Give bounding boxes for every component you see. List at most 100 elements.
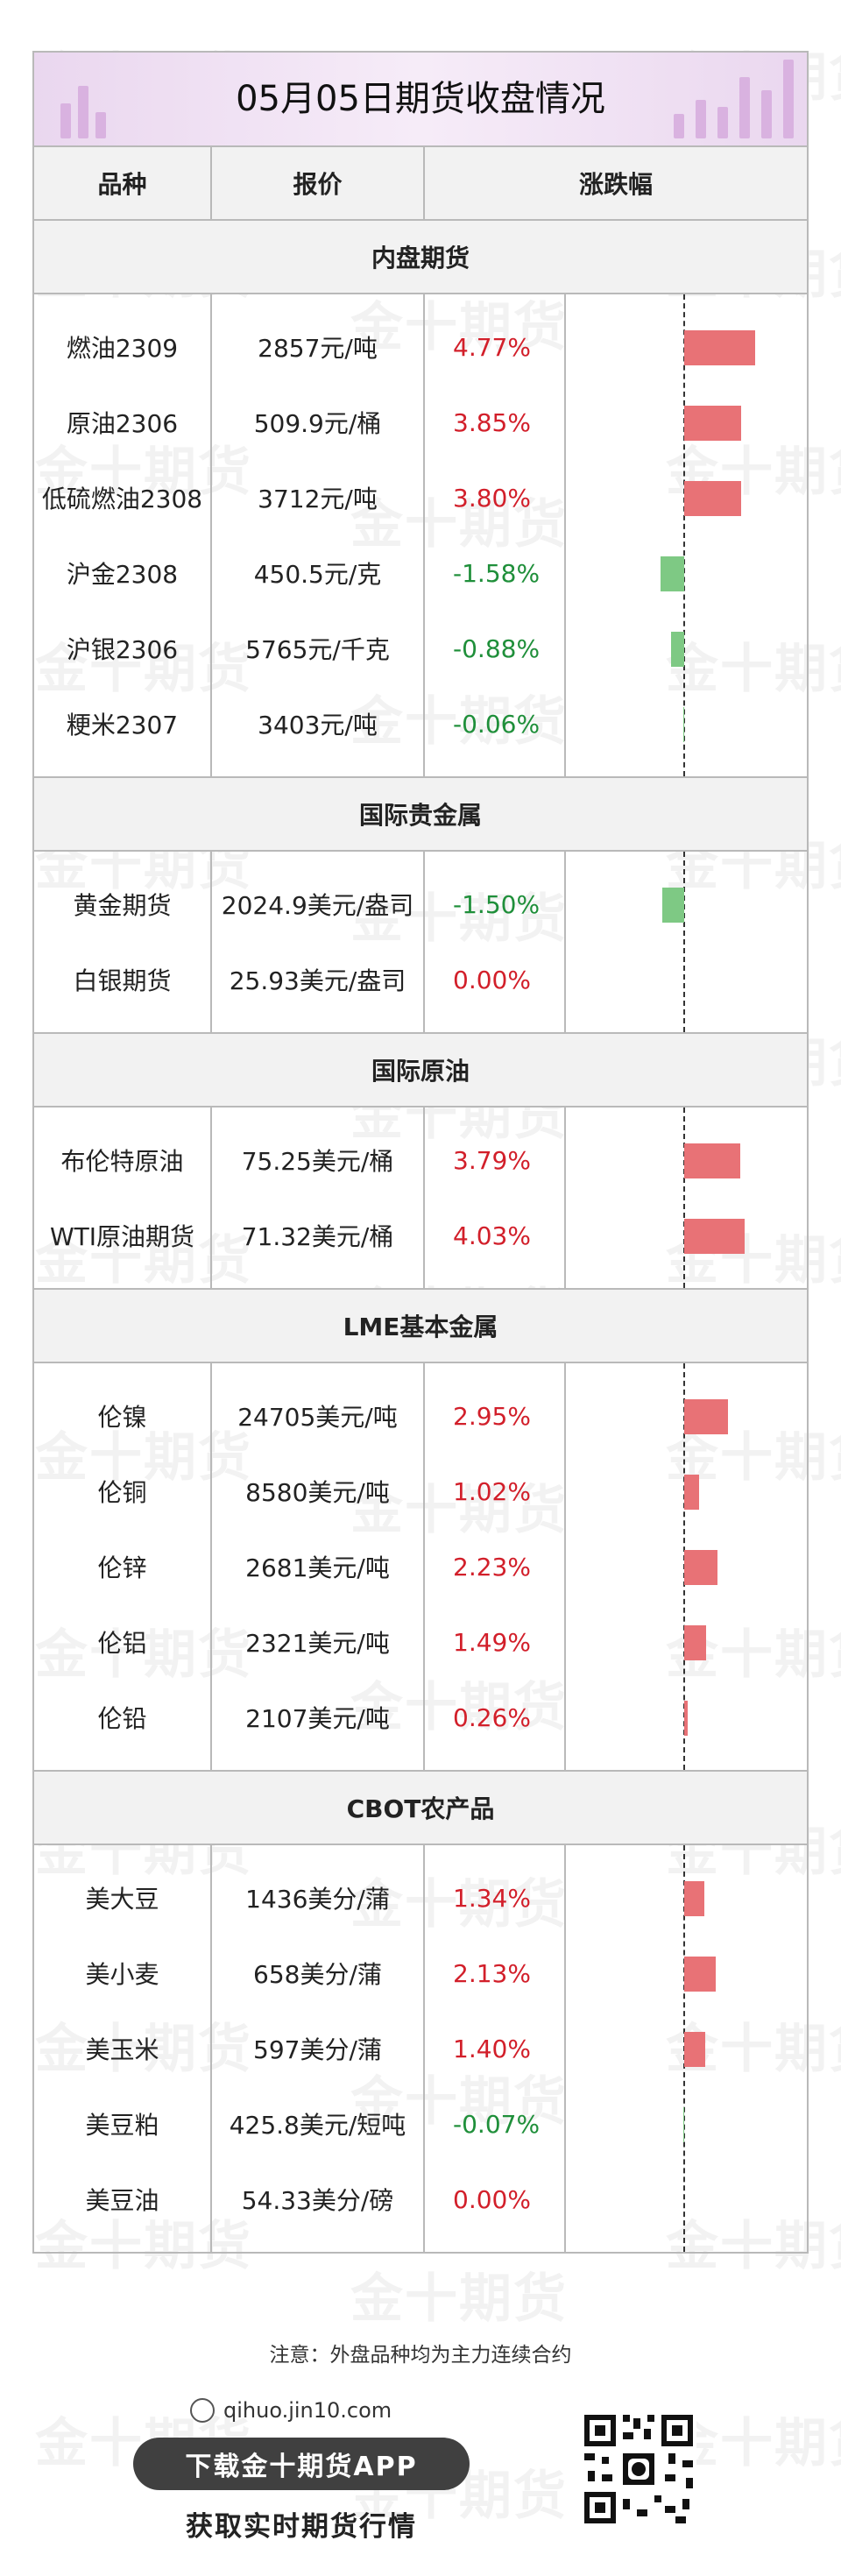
- price-value: 2857元/吨: [258, 334, 378, 363]
- price-value: 1436美分/蒲: [245, 1885, 390, 1914]
- variety-name: 伦铝: [97, 1629, 147, 1658]
- change-bar: [684, 1550, 717, 1585]
- change-bar: [684, 1701, 689, 1736]
- bar-column: [566, 1108, 807, 1288]
- price-value: 2024.9美元/盎司: [221, 891, 414, 920]
- section-body: 伦镍 伦铜 伦锌 伦铝 伦铅 24705美元/吨 8580美元/吨 2681美元/吨 2321美…: [34, 1363, 807, 1772]
- section-title: 内盘期货: [34, 221, 807, 294]
- bar-row: [566, 1122, 807, 1198]
- variety-name: 伦铅: [97, 1704, 147, 1733]
- variety-name: 原油2306: [66, 409, 179, 438]
- bar-row: [566, 1529, 807, 1604]
- bar-row: [566, 1454, 807, 1529]
- change-column: 4.77% 3.85% 3.80% -1.58% -0.88% -0.06%: [425, 294, 566, 776]
- variety-name: 伦镍: [97, 1403, 147, 1432]
- bar-row: [566, 460, 807, 535]
- variety-name: 美豆粕: [85, 2111, 159, 2140]
- variety-name: 白银期货: [73, 966, 172, 995]
- price-column: 2857元/吨 509.9元/桶 3712元/吨 450.5元/克 5765元/千克 34…: [212, 294, 425, 776]
- qr-code-icon: [581, 2411, 696, 2527]
- variety-column: 黄金期货 白银期货: [34, 852, 212, 1032]
- change-value: -0.88%: [453, 633, 541, 663]
- download-app-button[interactable]: 下载金十期货APP: [133, 2438, 470, 2490]
- price-column: 1436美分/蒲 658美分/蒲 597美分/蒲 425.8美元/短吨 54.33美分/…: [212, 1845, 425, 2252]
- change-bar: [682, 2107, 684, 2142]
- price-value: 54.33美分/磅: [241, 2186, 394, 2215]
- change-column: -1.50% 0.00%: [425, 852, 566, 1032]
- zero-line: [683, 852, 685, 1032]
- price-column: 24705美元/吨 8580美元/吨 2681美元/吨 2321美元/吨 2107美元/…: [212, 1363, 425, 1770]
- change-value: 1.34%: [453, 1883, 531, 1913]
- change-bar: [684, 1625, 707, 1660]
- variety-name: 布伦特原油: [60, 1147, 184, 1176]
- bar-row: [566, 867, 807, 942]
- site-link[interactable]: qihuo.jin10.com: [190, 2398, 392, 2423]
- variety-name: 美小麦: [85, 1960, 159, 1989]
- variety-name: 粳米2307: [66, 711, 179, 740]
- title-bar: 05月05日期货收盘情况: [34, 53, 807, 147]
- change-value: 0.00%: [453, 965, 531, 994]
- change-bar: [684, 2032, 705, 2067]
- bar-row: [566, 686, 807, 761]
- footer-note: 注意：外盘品种均为主力连续合约: [269, 2344, 572, 2367]
- change-bar: [684, 330, 756, 365]
- change-bar: [682, 707, 684, 742]
- bar-row: [566, 942, 807, 1017]
- change-value: 1.02%: [453, 1476, 531, 1506]
- variety-column: 美大豆 美小麦 美玉米 美豆粕 美豆油: [34, 1845, 212, 2252]
- price-value: 3712元/吨: [258, 485, 378, 513]
- change-value: 1.40%: [453, 2034, 531, 2063]
- section-body: 布伦特原油 WTI原油期货 75.25美元/桶 71.32美元/桶 3.79% 4.03%: [34, 1108, 807, 1290]
- price-value: 2321美元/吨: [245, 1629, 390, 1658]
- price-value: 658美分/蒲: [253, 1960, 382, 1989]
- section-title: LME基本金属: [34, 1290, 807, 1363]
- change-column: 1.34% 2.13% 1.40% -0.07% 0.00%: [425, 1845, 566, 2252]
- section-title: 国际贵金属: [34, 778, 807, 852]
- price-value: 425.8美元/短吨: [229, 2111, 406, 2140]
- change-value: 2.23%: [453, 1552, 531, 1582]
- header-variety: 品种: [34, 147, 212, 219]
- price-value: 509.9元/桶: [253, 409, 382, 438]
- bar-column: [566, 294, 807, 776]
- bar-column: [566, 1845, 807, 2252]
- bar-row: [566, 1860, 807, 1936]
- change-column: 3.79% 4.03%: [425, 1108, 566, 1288]
- bar-row: [566, 535, 807, 611]
- section-body: 美大豆 美小麦 美玉米 美豆粕 美豆油 1436美分/蒲 658美分/蒲 597美分/蒲 425…: [34, 1845, 807, 2252]
- change-value: 2.95%: [453, 1401, 531, 1431]
- price-value: 75.25美元/桶: [241, 1147, 394, 1176]
- variety-column: 伦镍 伦铜 伦锌 伦铝 伦铅: [34, 1363, 212, 1770]
- header-price: 报价: [212, 147, 425, 219]
- change-bar: [661, 556, 684, 591]
- zero-line: [683, 294, 685, 776]
- price-value: 450.5元/克: [253, 560, 382, 589]
- price-value: 2681美元/吨: [245, 1553, 390, 1582]
- change-bar: [684, 1475, 700, 1510]
- sections: 内盘期货 燃油2309 原油2306 低硫燃油2308 沪金2308 沪银2306 粳米23…: [34, 221, 807, 2252]
- variety-name: 伦锌: [97, 1553, 147, 1582]
- bar-row: [566, 2011, 807, 2086]
- change-bar: [684, 1143, 741, 1178]
- price-column: 2024.9美元/盎司 25.93美元/盎司: [212, 852, 425, 1032]
- change-value: 3.79%: [453, 1145, 531, 1175]
- change-bar: [671, 632, 684, 667]
- price-value: 25.93美元/盎司: [229, 966, 406, 995]
- variety-name: 黄金期货: [73, 891, 172, 920]
- futures-table-card: 05月05日期货收盘情况 品种 报价 涨跌幅 内盘期货 燃油2309 原油2306 低…: [32, 51, 809, 2254]
- price-value: 5765元/千克: [245, 635, 390, 664]
- price-value: 2107美元/吨: [245, 1704, 390, 1733]
- bar-row: [566, 309, 807, 385]
- change-value: 0.00%: [453, 2184, 531, 2214]
- watermark-text: 金十期货: [350, 2268, 568, 2330]
- change-bar: [684, 1957, 717, 1992]
- price-value: 8580美元/吨: [245, 1478, 390, 1507]
- bar-column: [566, 1363, 807, 1770]
- variety-name: 低硫燃油2308: [41, 485, 203, 513]
- change-value: -0.06%: [453, 709, 541, 739]
- price-value: 71.32美元/桶: [241, 1222, 394, 1251]
- change-bar: [661, 888, 684, 923]
- bar-row: [566, 1604, 807, 1680]
- bar-row: [566, 1378, 807, 1454]
- variety-name: 美大豆: [85, 1885, 159, 1914]
- bar-row: [566, 2162, 807, 2237]
